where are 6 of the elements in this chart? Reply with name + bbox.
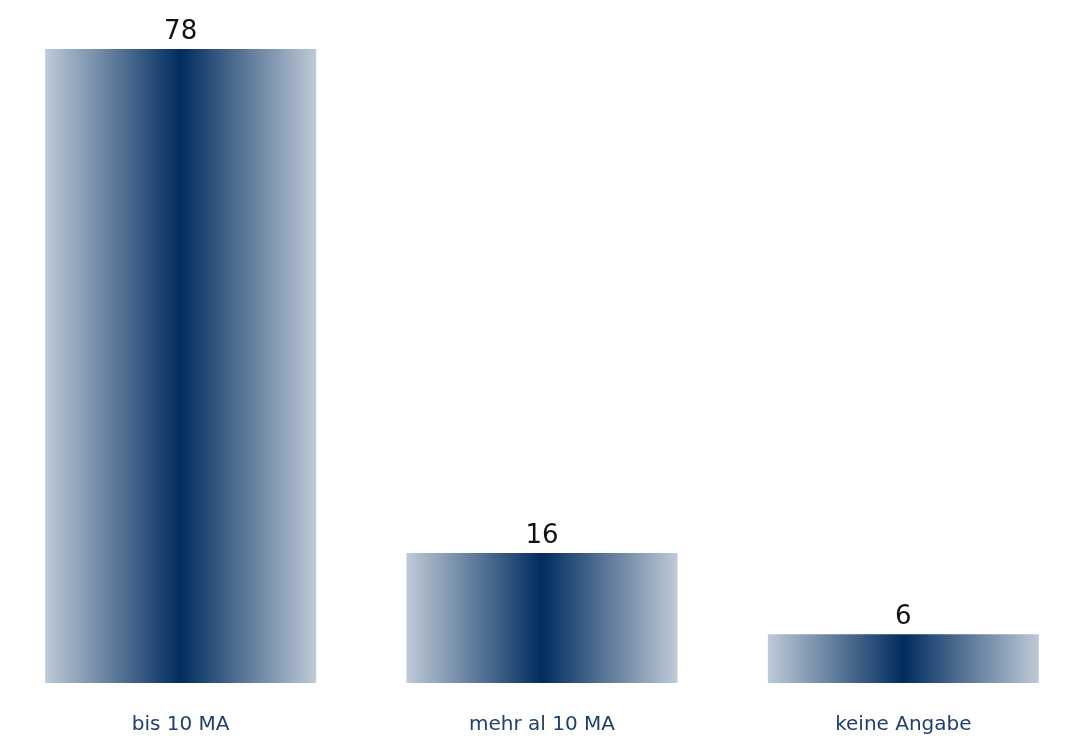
data-label: 16 (525, 518, 559, 549)
x-tick-label: bis 10 MA (131, 711, 230, 735)
x-tick-label: mehr al 10 MA (469, 711, 616, 735)
data-label: 6 (895, 600, 912, 631)
x-tick-label: keine Angabe (835, 711, 972, 735)
data-label: 78 (164, 15, 198, 45)
